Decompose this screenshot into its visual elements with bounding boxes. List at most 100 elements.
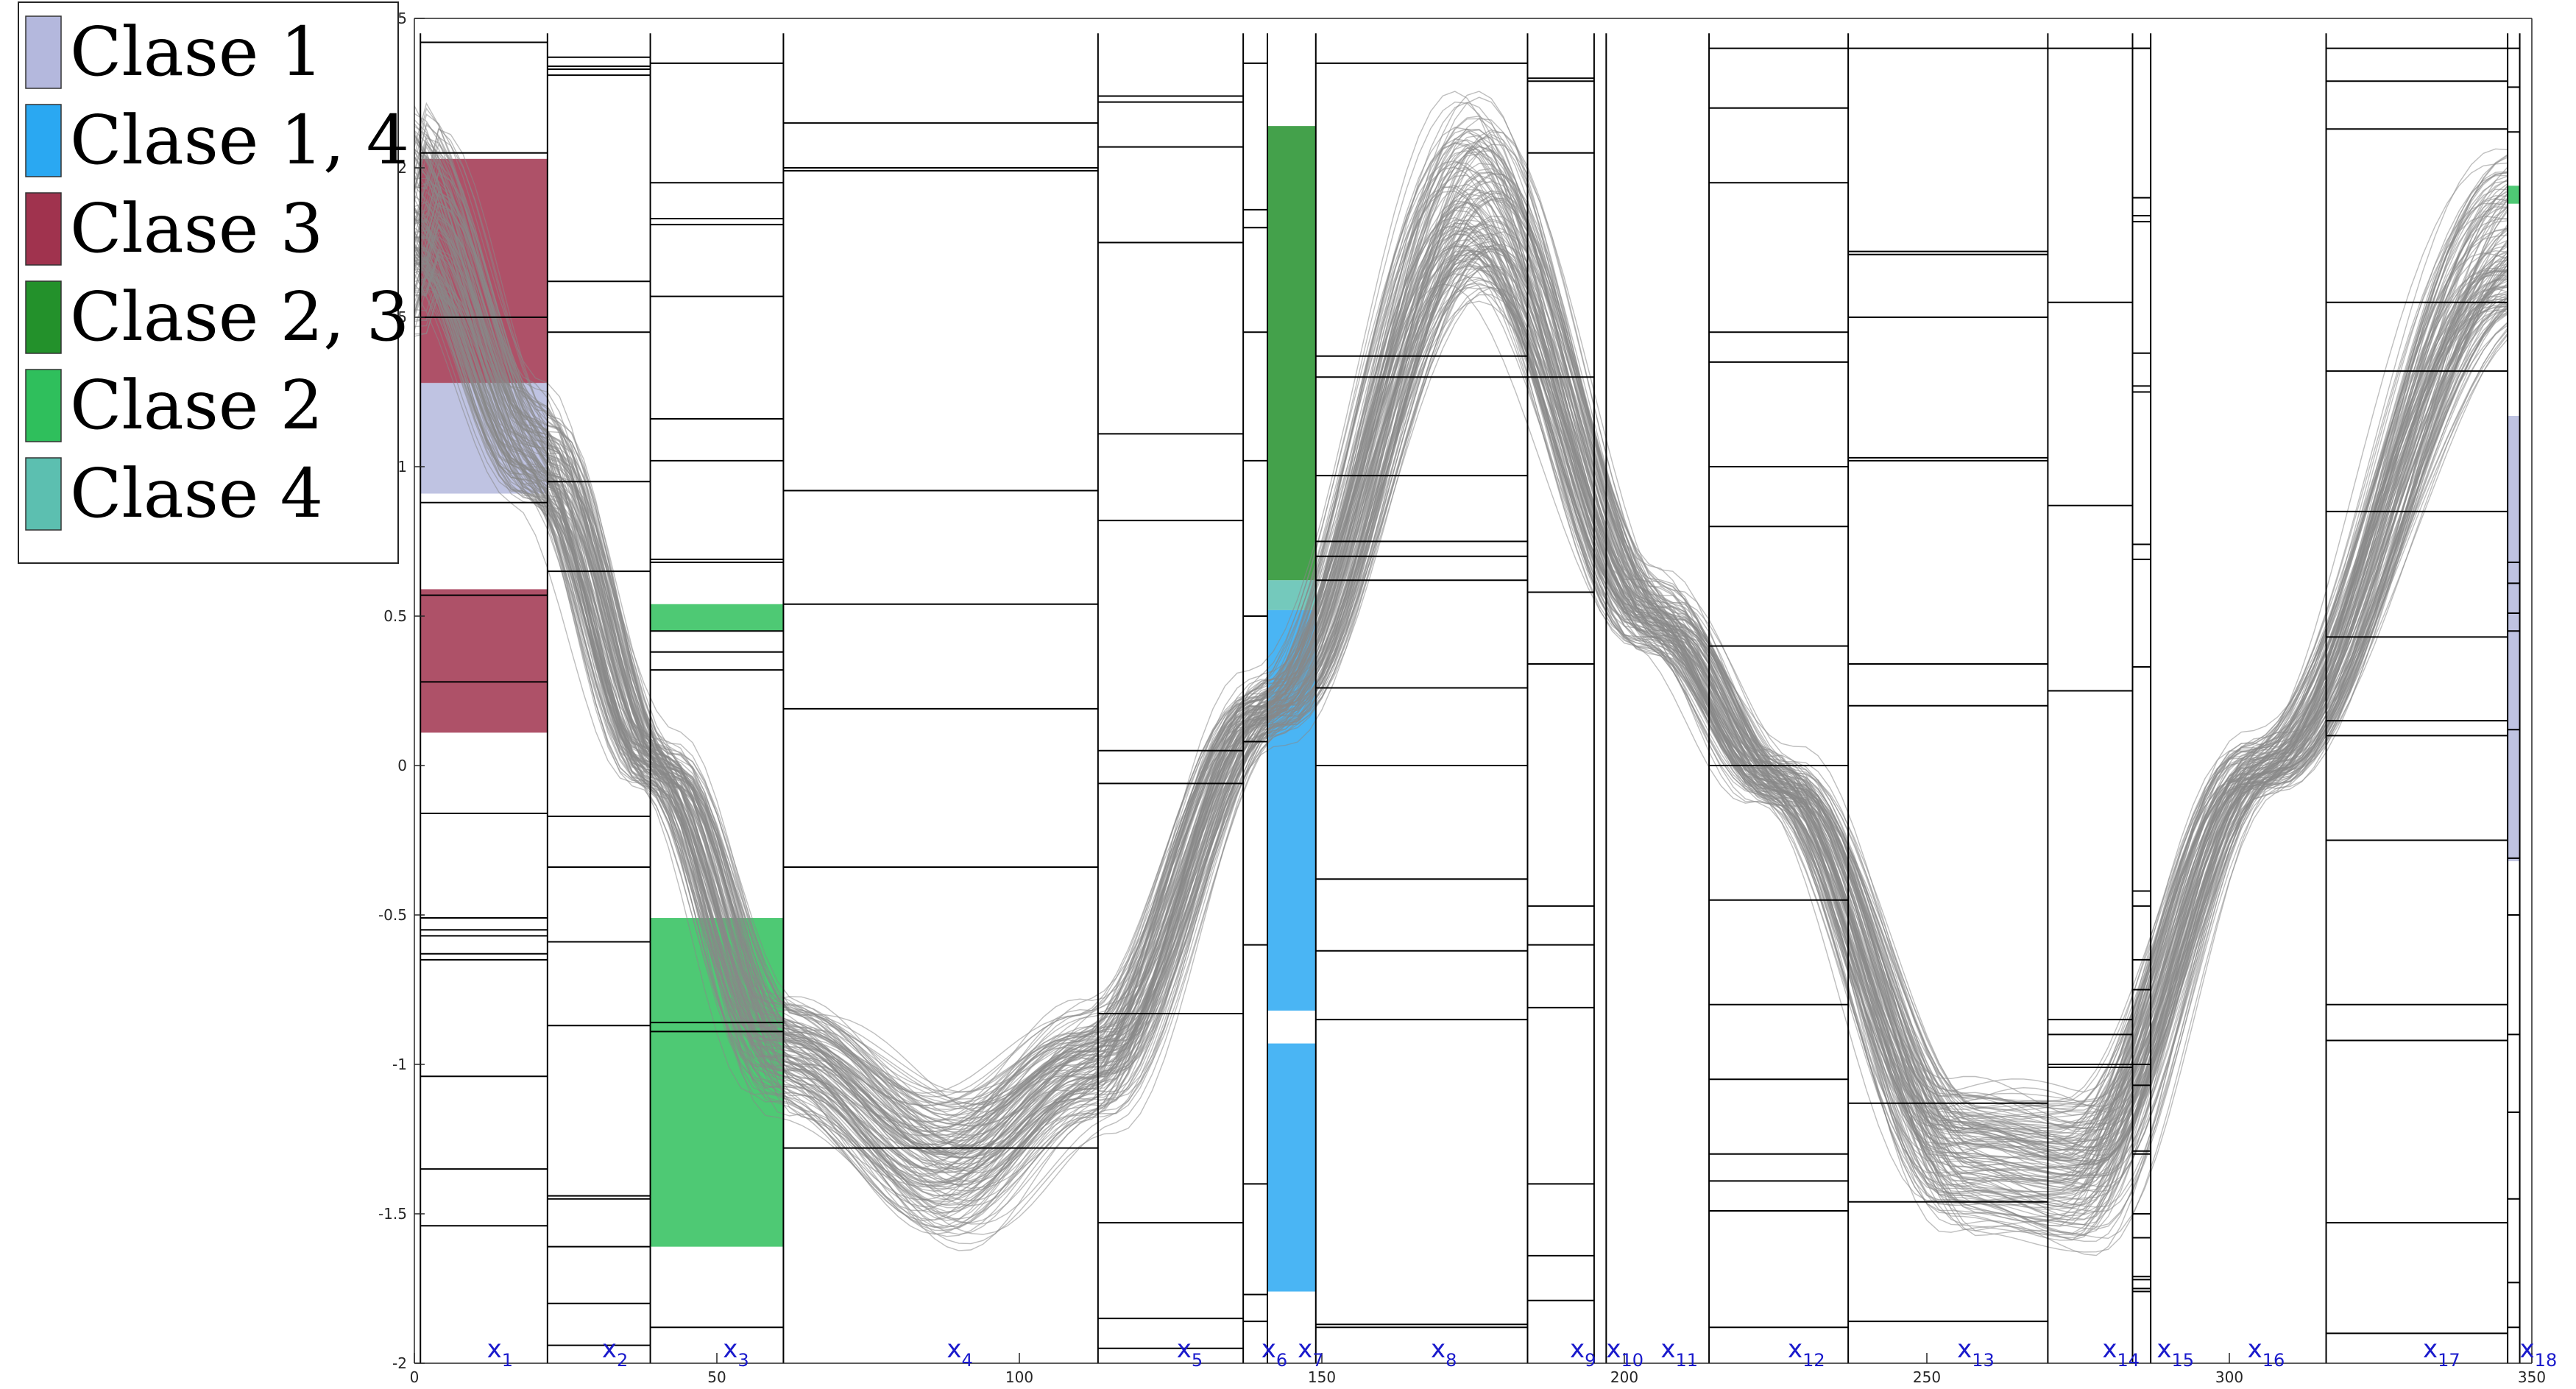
x-tick-label-1: 0 bbox=[410, 1368, 420, 1386]
y-tick-label-7: 1 bbox=[397, 458, 407, 476]
segment-label-17: x17 bbox=[2423, 1335, 2460, 1371]
x-tick-label-6: 250 bbox=[1913, 1368, 1941, 1386]
segment-label-name: x bbox=[2423, 1335, 2438, 1364]
legend-swatch-5 bbox=[25, 369, 62, 442]
segment-level-lines bbox=[420, 41, 2520, 1349]
series-curve-138 bbox=[414, 254, 2508, 1151]
y-tick-label-2: -1.5 bbox=[378, 1205, 407, 1223]
legend-label-1: Clase 1 bbox=[70, 13, 323, 91]
segment-label-3: x3 bbox=[723, 1335, 749, 1371]
series-curve-136 bbox=[414, 151, 2508, 1177]
segment-label-12: x12 bbox=[1788, 1335, 1825, 1371]
axes: 050100150200250300350-2-1.5-1-0.500.511.… bbox=[378, 10, 2546, 1386]
y-tick-label-6: 0.5 bbox=[383, 607, 407, 625]
legend-swatch-2 bbox=[25, 104, 62, 177]
legend-label-4: Clase 2, 3 bbox=[70, 278, 409, 356]
series-curve-123 bbox=[414, 263, 2508, 1156]
segment-label-name: x bbox=[487, 1335, 502, 1364]
segment-label-subscript: 11 bbox=[1675, 1350, 1698, 1371]
series-curve-72 bbox=[414, 172, 2508, 1208]
series-curve-137 bbox=[414, 118, 2508, 1205]
segment-label-15: x15 bbox=[2156, 1335, 2194, 1371]
class-region-9 bbox=[1267, 1043, 1316, 1292]
segment-label-name: x bbox=[1570, 1335, 1585, 1364]
series-curve-125 bbox=[414, 247, 2508, 1164]
segment-label-7: x7 bbox=[1298, 1335, 1323, 1371]
segment-label-name: x bbox=[1298, 1335, 1312, 1364]
segment-label-subscript: 3 bbox=[737, 1350, 749, 1371]
class-region-10 bbox=[2508, 185, 2520, 204]
segment-label-9: x9 bbox=[1570, 1335, 1596, 1371]
class-region-4 bbox=[650, 604, 784, 632]
series-curve-95 bbox=[414, 183, 2508, 1193]
x-tick-label-4: 150 bbox=[1308, 1368, 1336, 1386]
legend-label-3: Clase 3 bbox=[70, 189, 323, 268]
legend-swatch-3 bbox=[25, 192, 62, 266]
series-curve-128 bbox=[414, 283, 2508, 1145]
y-tick-label-3: -1 bbox=[392, 1056, 407, 1073]
series-curve-135 bbox=[414, 245, 2508, 1162]
segment-label-subscript: 5 bbox=[1192, 1350, 1203, 1371]
segment-label-subscript: 17 bbox=[2438, 1350, 2460, 1371]
segment-label-5: x5 bbox=[1177, 1335, 1203, 1371]
x-tick-label-8: 350 bbox=[2518, 1368, 2546, 1386]
segment-boundaries bbox=[420, 33, 2521, 1363]
series-curve-129 bbox=[414, 199, 2508, 1166]
series-curve-132 bbox=[414, 137, 2508, 1172]
series-curve-134 bbox=[414, 219, 2508, 1170]
legend: Clase 1 Clase 1, 4 Clase 3 Clase 2, 3 Clase … bbox=[18, 1, 409, 564]
segment-label-name: x bbox=[1957, 1335, 1972, 1364]
segment-label-8: x8 bbox=[1431, 1335, 1457, 1371]
y-tick-label-4: -0.5 bbox=[378, 906, 407, 924]
series-curve-119 bbox=[414, 185, 2508, 1208]
y-tick-label-5: 0 bbox=[397, 757, 407, 774]
series-curve-127 bbox=[414, 203, 2508, 1148]
series-curve-126 bbox=[414, 259, 2508, 1161]
series-curve-96 bbox=[414, 190, 2508, 1169]
segment-label-name: x bbox=[602, 1335, 617, 1364]
series-curve-117 bbox=[414, 128, 2508, 1240]
segment-label-2: x2 bbox=[602, 1335, 628, 1371]
legend-swatch-6 bbox=[25, 457, 62, 531]
segment-label-subscript: 2 bbox=[617, 1350, 628, 1371]
series-curve-140 bbox=[414, 217, 2508, 1169]
segment-label-subscript: 10 bbox=[1621, 1350, 1643, 1371]
segment-label-subscript: 8 bbox=[1446, 1350, 1457, 1371]
series-curve-139 bbox=[414, 243, 2508, 1103]
segment-label-16: x16 bbox=[2248, 1335, 2285, 1371]
class-region-3 bbox=[420, 589, 548, 733]
series-curve-99 bbox=[414, 156, 2508, 1157]
y-tick-label-1: -2 bbox=[392, 1354, 407, 1372]
segment-label-4: x4 bbox=[946, 1335, 972, 1371]
segment-label-13: x13 bbox=[1957, 1335, 1995, 1371]
legend-label-5: Clase 2 bbox=[70, 366, 323, 445]
legend-swatch-1 bbox=[25, 15, 62, 89]
segment-label-name: x bbox=[2102, 1335, 2117, 1364]
segment-label-name: x bbox=[1262, 1335, 1276, 1364]
y-tick-label-9: 2 bbox=[397, 159, 407, 177]
segment-label-11: x11 bbox=[1660, 1335, 1698, 1371]
x-tick-label-7: 300 bbox=[2215, 1368, 2243, 1386]
segment-label-subscript: 15 bbox=[2171, 1350, 2194, 1371]
class-region-11 bbox=[2508, 415, 2520, 861]
segment-label-name: x bbox=[2248, 1335, 2262, 1364]
segment-label-name: x bbox=[2520, 1335, 2535, 1364]
segment-label-name: x bbox=[946, 1335, 961, 1364]
segment-label-subscript: 7 bbox=[1312, 1350, 1323, 1371]
series-curve-130 bbox=[414, 134, 2508, 1243]
series-curve-133 bbox=[414, 186, 2508, 1202]
segment-label-name: x bbox=[1606, 1335, 1621, 1364]
series-curve-106 bbox=[414, 166, 2508, 1227]
segment-label-subscript: 16 bbox=[2262, 1350, 2285, 1371]
segment-label-1: x1 bbox=[487, 1335, 513, 1371]
segment-label-subscript: 1 bbox=[502, 1350, 513, 1371]
series-curve-121 bbox=[414, 193, 2508, 1159]
segment-label-subscript: 6 bbox=[1276, 1350, 1287, 1371]
series-curve-105 bbox=[414, 136, 2508, 1195]
segment-label-name: x bbox=[723, 1335, 737, 1364]
segment-label-name: x bbox=[1660, 1335, 1675, 1364]
segment-label-subscript: 12 bbox=[1802, 1350, 1825, 1371]
segment-label-subscript: 13 bbox=[1972, 1350, 1995, 1371]
series-curve-104 bbox=[414, 144, 2508, 1223]
